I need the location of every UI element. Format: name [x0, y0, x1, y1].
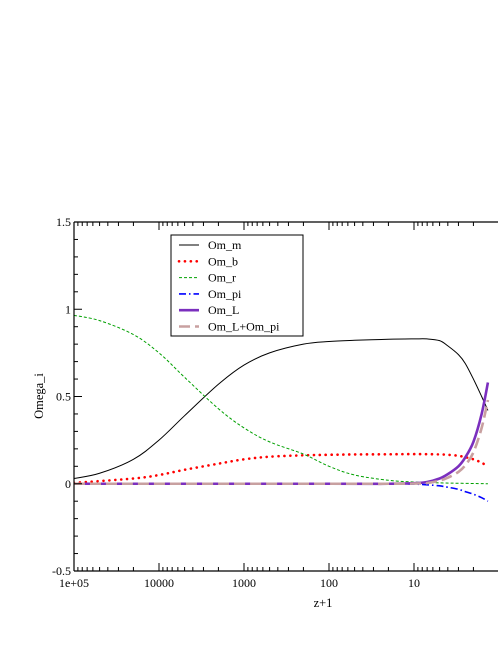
x-tick-label: 10000: [144, 576, 174, 590]
series-line-0: [74, 338, 489, 479]
legend-label: Om_L+Om_pi: [208, 320, 280, 334]
y-tick-label: 0.5: [56, 390, 71, 404]
legend-label: Om_r: [208, 271, 236, 285]
y-tick-label: 1: [65, 302, 71, 316]
series-line-2: [74, 314, 488, 485]
x-tick-label: 10: [408, 576, 420, 590]
x-tick-label: 100: [320, 576, 338, 590]
legend-label: Om_L: [208, 303, 239, 317]
y-tick-label: 1.5: [56, 215, 71, 229]
series-line-3: [74, 482, 489, 502]
series-layer: [74, 314, 490, 502]
series-line-1: [74, 452, 490, 485]
y-tick-label: 0: [65, 477, 71, 491]
legend-box: [170, 234, 304, 337]
y-axis-title: Omega_i: [32, 373, 46, 419]
x-axis-title: z+1: [314, 596, 333, 610]
legend-label: Om_m: [208, 238, 242, 252]
x-tick-label: 1000: [232, 576, 256, 590]
legend: Om_m Om_b Om_r Om_pi Om_L Om_L+Om_pi: [170, 234, 304, 337]
labels-layer: 1e+05 10000 1000 100 10 -0.5 0 0.5 1 1.5: [52, 215, 420, 590]
x-tick-label: 1e+05: [59, 576, 89, 590]
legend-label: Om_pi: [208, 287, 242, 301]
series-line-5: [74, 399, 490, 486]
series-line-4: [74, 382, 490, 486]
y-tick-label: -0.5: [52, 564, 71, 578]
legend-label: Om_b: [208, 254, 238, 268]
ticks-layer: [73, 221, 474, 572]
